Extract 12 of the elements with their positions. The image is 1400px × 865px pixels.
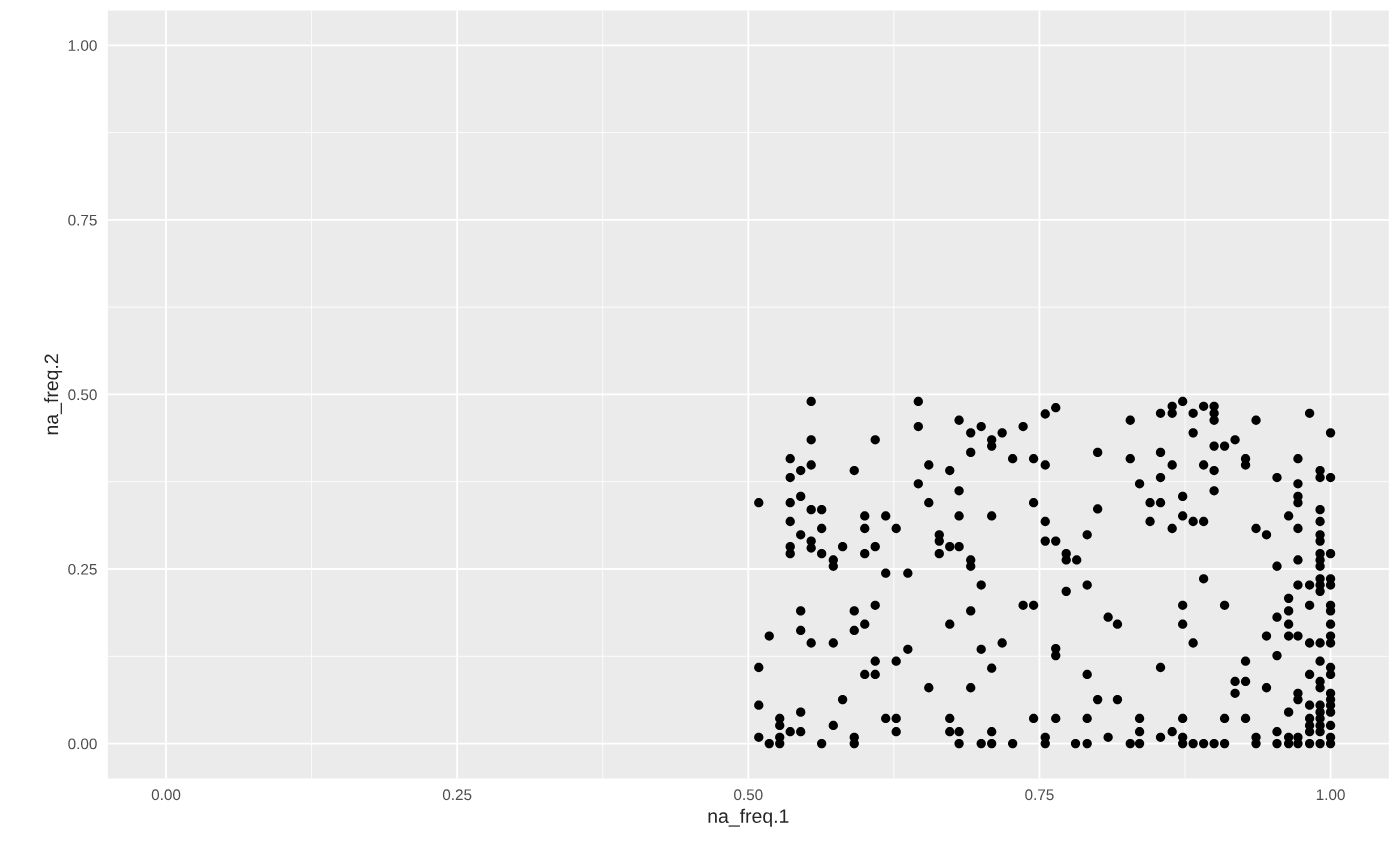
x-tick-label: 1.00: [1316, 789, 1345, 801]
x-axis-title: na_freq.1: [708, 808, 789, 827]
x-tick-label: 0.75: [1025, 789, 1054, 801]
y-tick-label: 1.00: [68, 40, 97, 51]
y-tick-label: 0.75: [68, 214, 97, 226]
y-axis-title: na_freq.2: [43, 354, 63, 435]
x-tick-label: 0.25: [442, 789, 472, 801]
x-tick-label: 0.50: [734, 789, 763, 801]
y-tick-label: 0.25: [68, 563, 97, 575]
x-tick-label: 0.00: [151, 789, 181, 801]
y-tick-label: 0.50: [68, 389, 97, 401]
y-tick-label: 0.00: [68, 738, 97, 750]
